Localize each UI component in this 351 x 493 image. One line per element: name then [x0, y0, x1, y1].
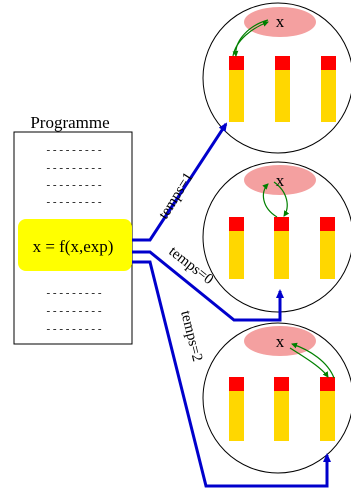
- code-line: - - - - - - - - -: [47, 323, 102, 335]
- statement-text: x = f(x,exp): [33, 237, 114, 256]
- bar: [274, 231, 289, 279]
- bar-top: [274, 377, 289, 391]
- processor-3: x: [202, 322, 351, 474]
- processor-1: x: [202, 2, 351, 154]
- processor-2: x: [202, 161, 351, 313]
- loop-arrow-up: [291, 342, 335, 379]
- loop-arrow-down: [232, 19, 269, 57]
- bar-top: [229, 377, 244, 391]
- bar-top: [321, 56, 336, 70]
- bar-top: [274, 217, 289, 231]
- bar: [274, 391, 289, 441]
- bar: [321, 70, 336, 122]
- arrow-label-time-2: temps=2: [177, 309, 205, 363]
- program-panel: Programme - - - - - - - - - - - - - - - …: [13, 113, 133, 345]
- loop-arrow-up: [262, 183, 278, 218]
- program-lines-top: - - - - - - - - - - - - - - - - - - - - …: [47, 144, 102, 208]
- code-line: - - - - - - - - -: [47, 162, 102, 174]
- arrow-time-0: [132, 250, 284, 322]
- code-line: - - - - - - - - -: [47, 179, 102, 191]
- code-line: - - - - - - - - -: [47, 144, 102, 156]
- loop-arrow-down: [273, 181, 290, 217]
- bar: [320, 391, 335, 441]
- bar: [275, 70, 290, 122]
- arrow-time-1: [132, 122, 228, 242]
- bar-top: [229, 217, 244, 231]
- memory-bars: [229, 56, 336, 122]
- bar: [229, 391, 244, 441]
- bar-top: [320, 217, 335, 231]
- bar: [320, 231, 335, 279]
- variable-label: x: [276, 12, 285, 31]
- code-line: - - - - - - - - -: [47, 305, 102, 317]
- bar-top: [275, 56, 290, 70]
- bar-top: [320, 377, 335, 391]
- variable-blob: [244, 7, 316, 37]
- memory-bars: [229, 377, 335, 441]
- variable-label: x: [276, 171, 285, 190]
- variable-label: x: [276, 332, 285, 351]
- bar-top: [229, 56, 244, 70]
- code-line: - - - - - - - - -: [47, 196, 102, 208]
- bar: [229, 70, 244, 122]
- arrow-label-time-1: temps=1: [156, 170, 197, 222]
- memory-bars: [229, 217, 335, 279]
- bar: [229, 231, 244, 279]
- statement-highlight: [18, 219, 132, 271]
- dispatch-arrows: [132, 122, 331, 488]
- program-lines-bottom: - - - - - - - - - - - - - - - - - - - - …: [47, 287, 102, 335]
- arrow-time-2: [132, 260, 331, 488]
- loop-arrow-down: [289, 347, 329, 378]
- variable-blob: [244, 165, 316, 195]
- variable-blob: [244, 326, 316, 356]
- program-title: Programme: [30, 113, 109, 132]
- code-line: - - - - - - - - -: [47, 287, 102, 299]
